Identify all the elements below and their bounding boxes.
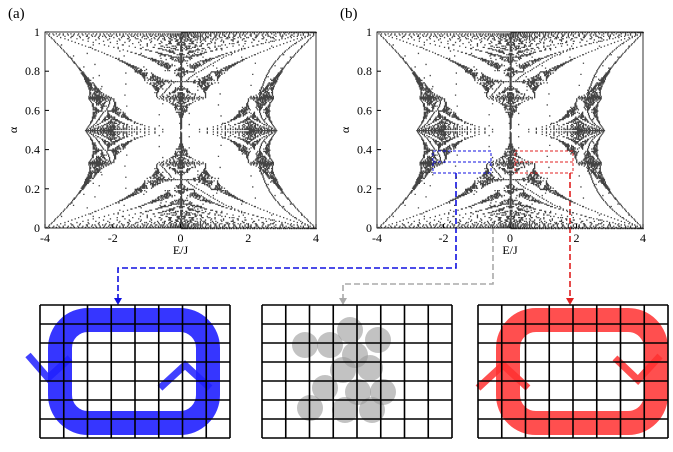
left-lattice (25, 304, 231, 439)
y-tick-label: 0 (34, 221, 40, 235)
y-tick-label: 0.4 (25, 143, 40, 157)
red-chevron-right (612, 353, 663, 386)
x-tick-label: 2 (574, 231, 580, 245)
x-tick-label: 4 (313, 231, 319, 245)
x-tick-label: 4 (640, 231, 646, 245)
blue-arrowhead (114, 298, 122, 305)
blob (345, 379, 371, 405)
y-tick-label: 0.2 (357, 182, 372, 196)
y-tick-label: 0.6 (357, 103, 372, 117)
x-tick-label: -2 (108, 231, 118, 245)
blob (332, 397, 358, 423)
x-tick-label: 0 (507, 231, 513, 245)
right-lattice (475, 304, 669, 439)
blob (359, 397, 385, 423)
blob (292, 332, 318, 358)
lattice-grid (261, 304, 453, 439)
x-axis-label: E/J (173, 243, 189, 257)
blob (317, 332, 343, 358)
y-tick-label: 0.2 (25, 182, 40, 196)
y-tick-label: 1 (366, 25, 372, 39)
blob (357, 355, 383, 381)
y-tick-label: 0.8 (25, 64, 40, 78)
blue-chevron-left (25, 352, 73, 383)
x-tick-label: -4 (40, 231, 50, 245)
spectrum (378, 32, 644, 230)
y-tick-label: 0 (366, 221, 372, 235)
x-axis-label: E/J (502, 243, 518, 257)
x-tick-label: -2 (439, 231, 449, 245)
lattice-grid (39, 304, 231, 439)
blob (330, 357, 356, 383)
grey-arrowhead (339, 298, 347, 305)
blob (365, 327, 391, 353)
y-axis-label: α (338, 126, 352, 133)
grey-connector (342, 228, 494, 300)
y-tick-label: 1 (34, 25, 40, 39)
panel: -4 -2 0 2 4 0 0.2 0.4 0.6 0.8 1 E/J α (b) (338, 6, 646, 257)
lattice-grid (477, 304, 669, 439)
x-tick-label: -4 (372, 231, 382, 245)
panel-label: (b) (340, 6, 358, 22)
panel-label: (a) (8, 6, 25, 22)
blue-connector (117, 173, 457, 300)
y-tick-label: 0.8 (357, 64, 372, 78)
y-tick-label: 0.6 (25, 103, 40, 117)
panel: -4 -2 0 2 4 0 0.2 0.4 0.6 0.8 1 E/J α (a) (6, 6, 319, 257)
y-axis-label: α (6, 126, 20, 133)
y-tick-label: 0.4 (357, 143, 372, 157)
blue-loop (48, 308, 220, 435)
x-tick-label: 0 (178, 231, 184, 245)
red-arrowhead (566, 298, 574, 305)
connectors (117, 173, 571, 300)
middle-lattice (261, 304, 453, 439)
x-tick-label: 2 (245, 231, 251, 245)
spectrum (46, 32, 317, 230)
